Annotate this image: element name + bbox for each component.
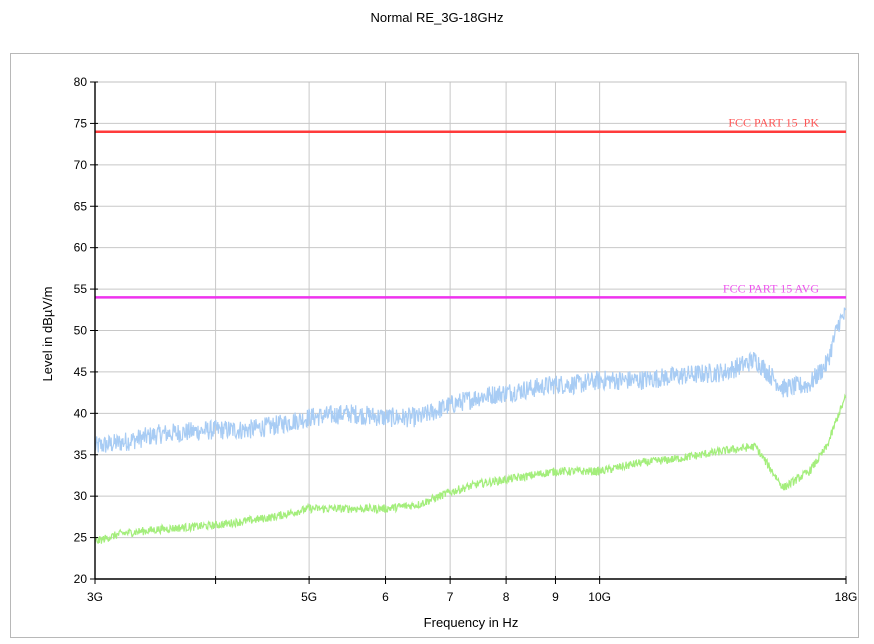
y-tick-label: 45 [74, 365, 88, 379]
y-tick-label: 60 [74, 241, 88, 255]
page-title: Normal RE_3G-18GHz [370, 10, 504, 25]
grid-layer [94, 81, 847, 580]
series-layer [94, 307, 847, 544]
y-tick-label: 80 [74, 75, 88, 89]
y-axis-title: Level in dBµV/m [40, 287, 55, 382]
x-tick-label: 10G [588, 590, 611, 604]
x-tick-label: 7 [447, 590, 454, 604]
series-line [94, 307, 847, 453]
limit-layer: FCC PART 15 PK FCC PART 15 AVG [95, 116, 846, 299]
limit-line-label: FCC PART 15 PK [728, 116, 819, 130]
chart-frame [10, 53, 859, 638]
axis-layer: 20 25 30 35 40 45 50 55 60 65 70 75 80 3G 5G 6 7 8 9 10G 18G [74, 75, 858, 604]
y-tick-label: 70 [74, 158, 88, 172]
x-tick-label: 6 [382, 590, 389, 604]
x-axis-title: Frequency in Hz [424, 615, 519, 630]
y-tick-label: 40 [74, 406, 88, 420]
y-tick-label: 55 [74, 282, 88, 296]
series-line [94, 393, 847, 544]
x-tick-label: 3G [87, 590, 103, 604]
y-tick-label: 50 [74, 324, 88, 338]
y-tick-label: 65 [74, 199, 88, 213]
x-tick-label: 9 [552, 590, 559, 604]
y-tick-label: 20 [74, 572, 88, 586]
x-tick-label: 18G [835, 590, 858, 604]
limit-line-label: FCC PART 15 AVG [723, 281, 819, 295]
x-tick-label: 8 [503, 590, 510, 604]
y-tick-label: 75 [74, 116, 88, 130]
y-tick-label: 30 [74, 489, 88, 503]
x-tick-label: 5G [301, 590, 317, 604]
y-tick-label: 25 [74, 531, 88, 545]
y-tick-label: 35 [74, 448, 88, 462]
